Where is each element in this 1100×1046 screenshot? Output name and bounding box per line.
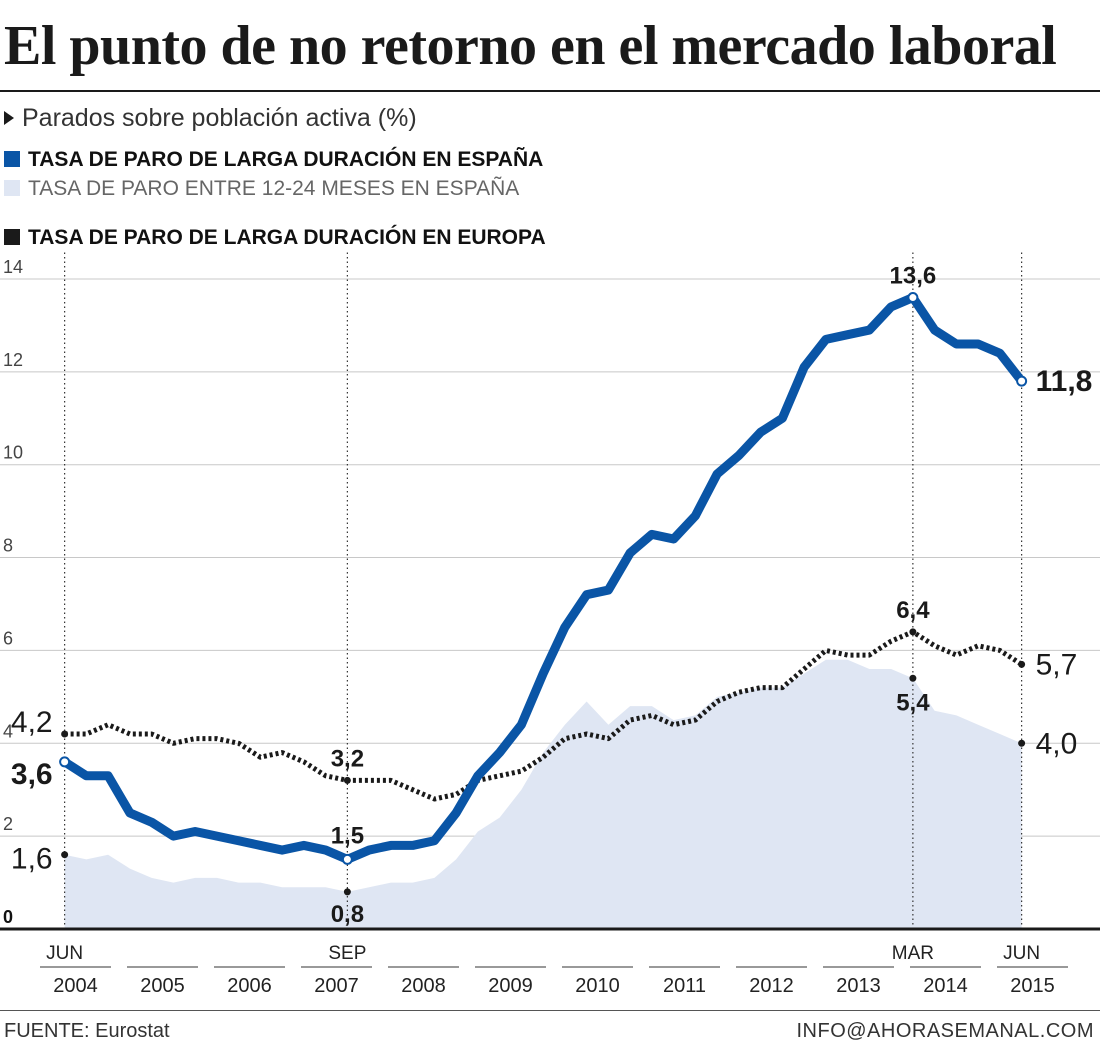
data-marker: [1018, 739, 1026, 747]
x-month-label: JUN: [1003, 943, 1040, 964]
data-label: 0,8: [331, 901, 364, 928]
x-year-label: 2005: [140, 975, 185, 997]
source-note: FUENTE: Eurostat: [4, 1020, 170, 1042]
data-label: 4,2: [11, 706, 53, 739]
y-tick-label: 4: [3, 721, 13, 741]
legend-swatch-spain-12-24: [4, 180, 20, 196]
y-tick-label: 12: [3, 350, 23, 370]
data-label: 1,5: [331, 822, 364, 849]
data-label: 1,6: [11, 843, 53, 876]
chart-subtitle: Parados sobre población activa (%): [4, 104, 417, 133]
line-chart: 0 2 4 6 8 10 12 14 4,2 3,6 1,6 3,2 1,5 0,8 13,6 6,4 5,4…: [0, 250, 1100, 997]
x-year-label: 2015: [1010, 975, 1055, 997]
triangle-bullet-icon: [4, 111, 14, 125]
data-marker: [59, 756, 71, 768]
data-label: 3,6: [11, 758, 53, 791]
annotation-guide-lines: [64, 250, 1023, 929]
x-year-label: 2010: [575, 975, 620, 997]
y-tick-label: 6: [3, 628, 13, 648]
annotation-markers: [59, 292, 1028, 896]
title-rule: [0, 90, 1100, 92]
data-label: 6,4: [896, 597, 930, 624]
y-tick-label: 8: [3, 536, 13, 556]
legend-item-spain-12-24: TASA DE PARO ENTRE 12-24 MESES EN ESPAÑA: [4, 177, 519, 201]
x-month-label: JUN: [46, 943, 83, 964]
data-marker: [1018, 660, 1026, 668]
x-year-label: 2006: [227, 975, 272, 997]
x-year-label: 2009: [488, 975, 533, 997]
contact-email: INFO@AHORASEMANAL.COM: [796, 1020, 1094, 1042]
x-year-label: 2014: [923, 975, 968, 997]
legend-label-spain-long: TASA DE PARO DE LARGA DURACIÓN EN ESPAÑA: [28, 148, 544, 171]
data-marker: [343, 776, 351, 784]
x-axis: 2004 2005 2006 2007 2008 2009 2010 2011 2012 2013…: [0, 927, 1100, 997]
data-marker: [61, 851, 69, 859]
x-year-label: 2007: [314, 975, 359, 997]
data-label: 5,7: [1036, 648, 1078, 681]
legend-item-europe-long: TASA DE PARO DE LARGA DURACIÓN EN EUROPA: [4, 226, 546, 250]
data-marker: [341, 853, 353, 865]
x-year-label: 2012: [749, 975, 794, 997]
legend-item-spain-long: TASA DE PARO DE LARGA DURACIÓN EN ESPAÑA: [4, 148, 543, 172]
data-label: 13,6: [890, 263, 937, 290]
data-marker: [909, 674, 917, 682]
y-tick-label: 10: [3, 443, 23, 463]
x-month-label: MAR: [892, 943, 934, 964]
data-marker: [343, 888, 351, 896]
chart-title: El punto de no retorno en el mercado lab…: [4, 15, 1057, 77]
x-year-label: 2004: [53, 975, 98, 997]
data-label: 4,0: [1036, 727, 1078, 760]
data-label: 11,8: [1036, 365, 1093, 398]
legend-swatch-europe-long: [4, 229, 20, 245]
y-axis-tick-labels: 0 2 4 6 8 10 12 14: [3, 257, 23, 927]
data-marker: [61, 730, 69, 738]
x-month-label: SEP: [328, 943, 366, 964]
line-series-spain-long: [60, 293, 1027, 864]
area-spain-12-24: [64, 659, 1022, 929]
data-marker: [907, 292, 919, 304]
data-marker: [1016, 375, 1028, 387]
legend-label-spain-12-24: TASA DE PARO ENTRE 12-24 MESES EN ESPAÑA: [28, 177, 520, 200]
y-tick-label: 14: [3, 257, 23, 277]
data-marker: [909, 628, 917, 636]
x-year-label: 2008: [401, 975, 446, 997]
data-label: 5,4: [896, 689, 930, 716]
annotation-labels: 4,2 3,6 1,6 3,2 1,5 0,8 13,6 6,4 5,4 11,8 5,7 4,0: [11, 263, 1092, 928]
y-tick-label: 2: [3, 814, 13, 834]
y-tick-label: 0: [3, 907, 13, 927]
legend-swatch-spain-long: [4, 151, 20, 167]
data-label: 3,2: [331, 745, 364, 772]
subtitle-text: Parados sobre población activa (%): [22, 104, 417, 132]
legend-label-europe-long: TASA DE PARO DE LARGA DURACIÓN EN EUROPA: [28, 226, 546, 249]
area-series-spain-12-24: [64, 659, 1022, 929]
line-spain-long: [60, 293, 1027, 864]
x-year-label: 2011: [663, 975, 706, 997]
x-year-label: 2013: [836, 975, 881, 997]
footer-rule: [0, 1010, 1100, 1011]
